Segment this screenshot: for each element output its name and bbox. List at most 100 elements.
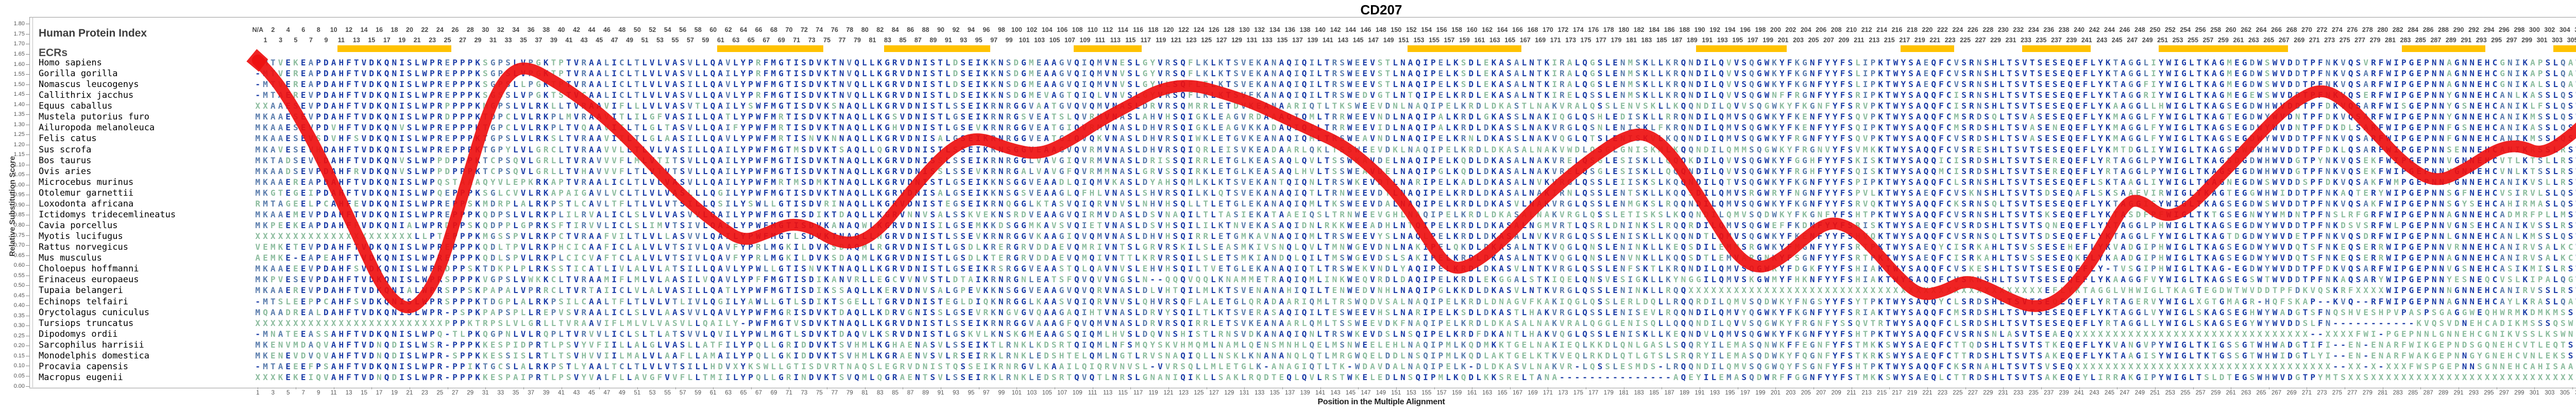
residue: S: [2265, 90, 2270, 100]
residue: L: [1446, 79, 1451, 90]
residue: P: [1430, 166, 1436, 176]
ecr-region-bar[interactable]: [1407, 45, 1521, 52]
residue: I: [2515, 79, 2520, 90]
residue: S: [960, 177, 966, 187]
residue: A: [331, 187, 336, 198]
residue: N: [2325, 90, 2331, 100]
residue: G: [1013, 123, 1019, 133]
residue: T: [1044, 198, 1049, 209]
header-index-number: 111: [1095, 37, 1106, 44]
ecr-region-bar[interactable]: [1901, 45, 1954, 52]
ecr-region-bar[interactable]: [2401, 45, 2485, 52]
header-index-number: 162: [1482, 26, 1493, 33]
ecr-region-bar[interactable]: [1073, 45, 1142, 52]
residue: Q: [854, 166, 859, 176]
residue: A: [1567, 68, 1572, 79]
residue: M: [1741, 144, 1747, 154]
ecr-region-bar[interactable]: [337, 45, 451, 52]
ecr-region-bar[interactable]: [884, 45, 990, 52]
y-tick-mark: [26, 255, 29, 256]
residue: P: [558, 187, 564, 198]
residue: D: [907, 68, 912, 79]
residue: W: [422, 101, 427, 111]
residue: P: [2310, 101, 2315, 111]
residue: R: [2371, 68, 2376, 79]
residue: K: [1544, 68, 1550, 79]
residue: S: [2507, 187, 2513, 198]
residue: F: [1840, 101, 1845, 111]
residue: S: [2098, 177, 2103, 187]
residue: I: [1939, 155, 1944, 165]
residue: G: [1233, 166, 1239, 176]
residue: I: [1423, 166, 1428, 176]
residue: P: [1430, 177, 1436, 187]
residue: -: [255, 58, 261, 67]
residue: S: [680, 177, 685, 187]
residue: D: [809, 198, 814, 209]
residue: L: [1711, 79, 1717, 90]
residue: V: [665, 144, 670, 154]
residue: P: [748, 90, 753, 100]
residue: V: [649, 187, 655, 198]
residue: A: [2211, 112, 2217, 122]
species-name: Procavia capensis: [39, 361, 128, 372]
residue: G: [2136, 79, 2141, 90]
residue: F: [1817, 187, 1823, 198]
residue: G: [1597, 166, 1603, 176]
ecr-region-bar[interactable]: [2553, 45, 2576, 52]
residue: S: [1635, 123, 1640, 133]
header-index-number: 285: [2415, 37, 2426, 44]
residue: L: [869, 198, 875, 209]
residue: V: [1028, 101, 1034, 111]
residue: A: [1537, 133, 1542, 144]
ecr-region-bar[interactable]: [2159, 45, 2288, 52]
residue: T: [2007, 144, 2012, 154]
residue: L: [1188, 198, 1193, 209]
residue: N: [1309, 177, 1315, 187]
residue: V: [573, 133, 579, 144]
residue: W: [1764, 123, 1770, 133]
residue: F: [1939, 187, 1944, 198]
residue: S: [953, 166, 958, 176]
residue: D: [2287, 144, 2293, 154]
residue: A: [1499, 90, 1504, 100]
residue: K: [2105, 187, 2111, 198]
residue: S: [930, 101, 936, 111]
residue: V: [2280, 166, 2285, 176]
residue: R: [991, 166, 996, 176]
ecr-region-bar[interactable]: [1696, 45, 1787, 52]
y-tick-label: 1.75: [13, 30, 25, 37]
residue: V: [361, 123, 367, 133]
residue: N: [2439, 90, 2445, 100]
residue: G: [1059, 155, 1064, 165]
residue: H: [2484, 90, 2490, 100]
residue: A: [2029, 112, 2035, 122]
residue: V: [520, 112, 526, 122]
header-index-number: 17: [383, 37, 391, 44]
residue: R: [778, 177, 784, 187]
residue: A: [2447, 58, 2452, 67]
residue: R: [1969, 101, 1974, 111]
header-index-number: 189: [1686, 37, 1698, 44]
residue: F: [346, 177, 351, 187]
residue: K: [1203, 177, 1209, 187]
header-index-number: 304: [2559, 26, 2570, 33]
ecr-region-bar[interactable]: [717, 45, 823, 52]
residue: L: [733, 101, 738, 111]
ecr-region-bar[interactable]: [2022, 45, 2091, 52]
residue: V: [1081, 144, 1087, 154]
residue: N: [915, 187, 920, 198]
residue: F: [1787, 58, 1792, 67]
residue: L: [657, 101, 663, 111]
residue: D: [2287, 133, 2293, 144]
residue: Q: [1286, 90, 1292, 100]
header-index-number: 176: [1588, 26, 1599, 33]
residue: E: [300, 68, 306, 79]
residue: A: [331, 144, 336, 154]
residue: A: [1264, 58, 1269, 67]
residue: S: [1006, 79, 1011, 90]
residue: I: [1188, 112, 1193, 122]
residue: Q: [710, 177, 716, 187]
residue: E: [2416, 101, 2422, 111]
residue: I: [922, 101, 928, 111]
